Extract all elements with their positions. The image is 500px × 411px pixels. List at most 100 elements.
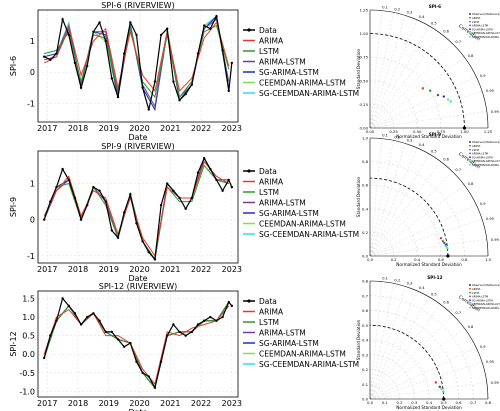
x-tick-label: 0.4 [426, 400, 433, 405]
x-tick-label: 0.00 [366, 129, 375, 134]
correlation-tick-label: 0.95 [486, 89, 494, 93]
series-line-data [43, 14, 233, 110]
data-point [55, 52, 58, 55]
line-chart-2: 2017 2018 2019 2020 2021 2022 2023 -1.0 -0.5 0.0 0… [9, 282, 359, 411]
data-point [184, 207, 187, 211]
data-point [230, 61, 234, 65]
data-point [61, 18, 64, 21]
legend: Observed (Reference)ARIMALSTMARIMA-LSTMS… [469, 12, 500, 39]
y-tick-label: 0 [30, 216, 35, 225]
data-point [209, 315, 212, 319]
taylor-diagram-4: 0.1 0.20.30.40.50.60.70.80.90.950.990.00.… [356, 132, 500, 267]
x-tick-label: 2018 [68, 124, 88, 133]
legend-marker [247, 299, 251, 303]
data-point [67, 178, 70, 182]
legend-label: CEEMDAN-ARIMA-LSTM [472, 31, 500, 35]
std-arc [369, 104, 394, 129]
x-tick-label: 2021 [160, 265, 180, 274]
chart-title: SPI-9 (RIVERVIEW) [101, 142, 174, 151]
data-point [184, 92, 187, 96]
chart-title: SPI-12 [427, 275, 442, 280]
legend-label: SG-ARIMA-LSTM [259, 68, 319, 77]
y-tick-label: 0.2 [362, 230, 369, 235]
correlation-line [369, 161, 441, 257]
legend-label: CEEMDAN-ARIMA-LSTM [472, 302, 500, 306]
legend-marker [469, 160, 471, 162]
data-point [215, 15, 218, 18]
point-lstm [428, 89, 432, 92]
std-arc [369, 9, 489, 129]
y-tick-label: 1.0 [362, 136, 369, 141]
point-arima [421, 87, 425, 90]
data-point [92, 312, 95, 315]
correlation-tick-label: 0.8 [468, 182, 474, 186]
data-point [135, 222, 138, 225]
plot-frame [37, 150, 239, 264]
y-axis-label: Standard Deviation [356, 176, 361, 217]
data-point [73, 312, 77, 315]
data-point [49, 200, 52, 203]
legend-label: ARIMA-LSTM [472, 295, 488, 299]
std-arc [369, 80, 418, 129]
y-tick-label: 1 [30, 37, 35, 46]
data-point [209, 167, 212, 171]
x-tick-label: 2022 [191, 265, 211, 274]
point-arima [439, 237, 443, 240]
correlation-tick-label: 0.99 [491, 238, 500, 242]
data-point [55, 319, 58, 322]
x-tick-label: 2017 [37, 124, 57, 133]
std-arc [369, 57, 441, 129]
data-point [104, 200, 107, 203]
y-tick-label: 0.0 [362, 397, 369, 402]
x-tick-label: 2023 [222, 124, 242, 133]
x-tick-label: 0.3 [411, 400, 418, 405]
data-point [221, 49, 224, 52]
x-tick-label: 0.4 [414, 257, 421, 262]
y-tick-label: 0.7 [362, 293, 369, 298]
correlation-line [369, 239, 487, 257]
y-axis-label: Standard Deviation [356, 48, 361, 89]
y-tick-label: 0.8 [362, 159, 369, 164]
x-tick-label: 2019 [99, 265, 119, 274]
legend-label: SG-CEEMDAN-ARIMA-LSTM [259, 230, 359, 239]
x-tick-label: 0.0 [367, 400, 374, 405]
legend-marker [469, 148, 471, 151]
legend: Observed (Reference)ARIMALSTMARIMA-LSTMS… [469, 283, 500, 310]
x-tick-label: 2017 [37, 265, 57, 274]
correlation-tick-label: 0.2 [394, 278, 400, 282]
point-arima-lstm [443, 241, 446, 245]
correlation-tick-label: 0.2 [394, 135, 400, 139]
x-tick-label: 2019 [99, 124, 119, 133]
data-point [122, 52, 126, 55]
point-observed-reference- [442, 397, 446, 401]
y-tick-label: 1.5 [22, 294, 35, 303]
y-tick-label: 0.00 [360, 126, 369, 131]
data-point [153, 258, 157, 261]
legend-label: SG-CEEMDAN-ARIMA-LSTM [259, 360, 359, 369]
data-point [190, 196, 194, 200]
x-axis-label: Date [128, 408, 147, 411]
data-point [153, 80, 157, 83]
point-ceemdan-arima-lstm [440, 387, 443, 391]
data-point [172, 323, 175, 326]
y-axis-label: SPI-9 [9, 197, 18, 217]
legend-label: ARIMA [472, 144, 481, 148]
data-point [159, 33, 163, 37]
correlation-line [369, 171, 453, 257]
x-tick-label: 2021 [160, 399, 180, 408]
x-tick-label: 2020 [129, 124, 149, 133]
data-point [42, 356, 46, 360]
data-point [215, 178, 218, 182]
correlation-tick-label: 0.8 [468, 54, 474, 58]
x-tick-label: 0.2 [391, 257, 398, 262]
legend-marker [469, 163, 471, 166]
std-arc [369, 295, 474, 400]
data-point [61, 167, 64, 171]
x-tick-label: 2022 [191, 399, 211, 408]
x-tick-label: 0.8 [485, 400, 492, 405]
y-tick-label: 0.25 [360, 102, 369, 107]
legend-marker [469, 291, 471, 294]
x-tick-label: 0.75 [437, 129, 446, 134]
